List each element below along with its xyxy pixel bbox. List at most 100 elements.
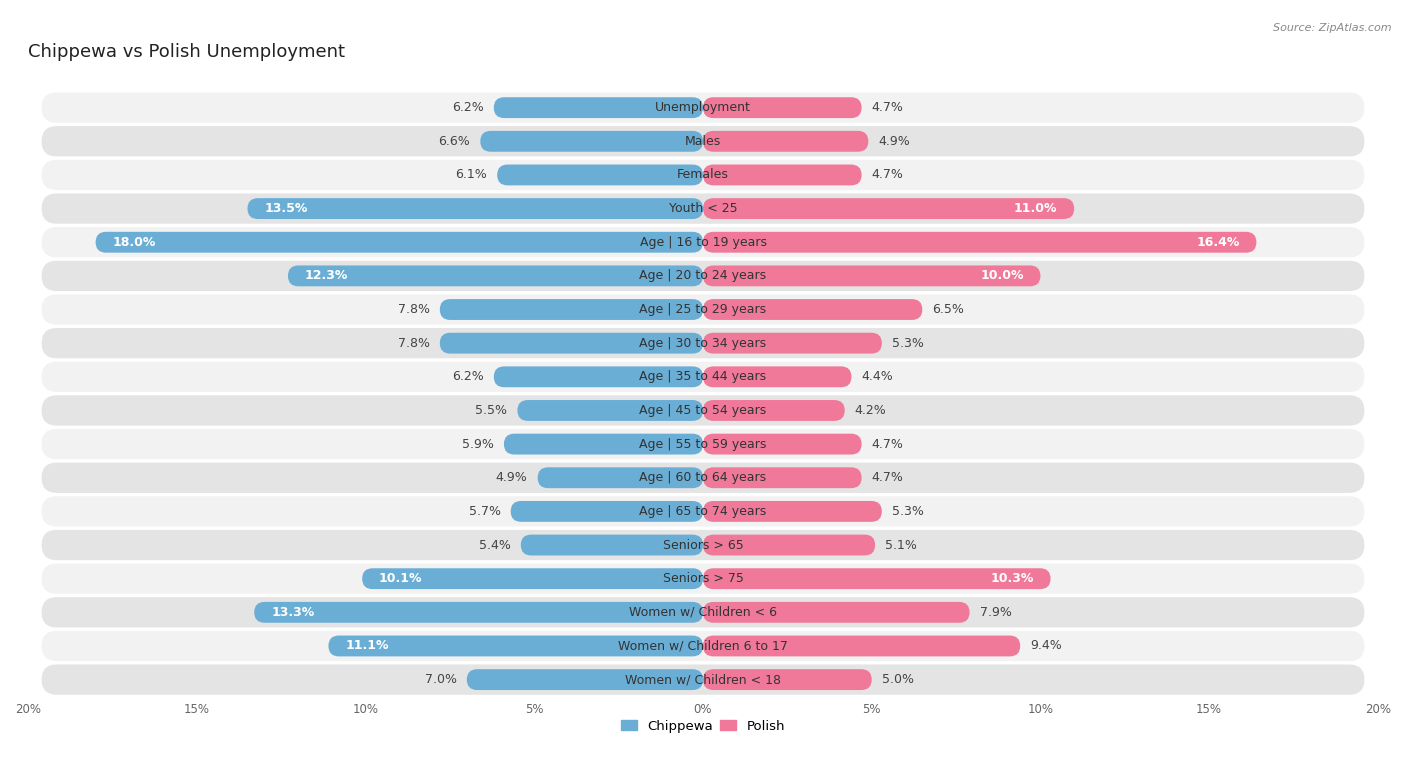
- FancyBboxPatch shape: [703, 434, 862, 454]
- FancyBboxPatch shape: [42, 260, 1364, 291]
- FancyBboxPatch shape: [247, 198, 703, 219]
- Text: Source: ZipAtlas.com: Source: ZipAtlas.com: [1274, 23, 1392, 33]
- FancyBboxPatch shape: [42, 497, 1364, 527]
- FancyBboxPatch shape: [440, 299, 703, 320]
- Text: 6.5%: 6.5%: [932, 303, 965, 316]
- FancyBboxPatch shape: [498, 164, 703, 185]
- FancyBboxPatch shape: [440, 333, 703, 354]
- Text: 7.8%: 7.8%: [398, 337, 430, 350]
- Text: 4.7%: 4.7%: [872, 472, 904, 484]
- Text: 6.1%: 6.1%: [456, 169, 486, 182]
- Legend: Chippewa, Polish: Chippewa, Polish: [616, 715, 790, 738]
- Text: Women w/ Children < 18: Women w/ Children < 18: [626, 673, 780, 686]
- Text: 16.4%: 16.4%: [1197, 235, 1240, 249]
- FancyBboxPatch shape: [363, 569, 703, 589]
- FancyBboxPatch shape: [517, 400, 703, 421]
- FancyBboxPatch shape: [703, 534, 875, 556]
- Text: 6.2%: 6.2%: [451, 370, 484, 383]
- Text: 12.3%: 12.3%: [305, 269, 349, 282]
- Text: 4.9%: 4.9%: [879, 135, 910, 148]
- Text: Seniors > 75: Seniors > 75: [662, 572, 744, 585]
- Text: Seniors > 65: Seniors > 65: [662, 538, 744, 552]
- Text: Age | 65 to 74 years: Age | 65 to 74 years: [640, 505, 766, 518]
- Text: 5.0%: 5.0%: [882, 673, 914, 686]
- Text: 18.0%: 18.0%: [112, 235, 156, 249]
- Text: 4.7%: 4.7%: [872, 169, 904, 182]
- Text: Unemployment: Unemployment: [655, 101, 751, 114]
- FancyBboxPatch shape: [42, 563, 1364, 593]
- FancyBboxPatch shape: [96, 232, 703, 253]
- Text: Age | 60 to 64 years: Age | 60 to 64 years: [640, 472, 766, 484]
- FancyBboxPatch shape: [703, 467, 862, 488]
- FancyBboxPatch shape: [703, 164, 862, 185]
- Text: 5.9%: 5.9%: [463, 438, 494, 450]
- Text: 11.1%: 11.1%: [346, 640, 389, 653]
- FancyBboxPatch shape: [537, 467, 703, 488]
- FancyBboxPatch shape: [467, 669, 703, 690]
- FancyBboxPatch shape: [703, 569, 1050, 589]
- FancyBboxPatch shape: [42, 160, 1364, 190]
- FancyBboxPatch shape: [42, 227, 1364, 257]
- FancyBboxPatch shape: [520, 534, 703, 556]
- Text: 6.2%: 6.2%: [451, 101, 484, 114]
- Text: 11.0%: 11.0%: [1014, 202, 1057, 215]
- Text: Age | 25 to 29 years: Age | 25 to 29 years: [640, 303, 766, 316]
- Text: Age | 45 to 54 years: Age | 45 to 54 years: [640, 404, 766, 417]
- Text: Age | 30 to 34 years: Age | 30 to 34 years: [640, 337, 766, 350]
- Text: 5.3%: 5.3%: [891, 337, 924, 350]
- FancyBboxPatch shape: [42, 395, 1364, 425]
- Text: 5.3%: 5.3%: [891, 505, 924, 518]
- Text: 4.7%: 4.7%: [872, 101, 904, 114]
- FancyBboxPatch shape: [42, 597, 1364, 628]
- Text: 5.5%: 5.5%: [475, 404, 508, 417]
- Text: 5.1%: 5.1%: [886, 538, 917, 552]
- Text: 10.0%: 10.0%: [980, 269, 1024, 282]
- FancyBboxPatch shape: [703, 299, 922, 320]
- Text: 7.0%: 7.0%: [425, 673, 457, 686]
- FancyBboxPatch shape: [494, 97, 703, 118]
- Text: 4.4%: 4.4%: [862, 370, 893, 383]
- Text: 7.8%: 7.8%: [398, 303, 430, 316]
- FancyBboxPatch shape: [329, 636, 703, 656]
- Text: 4.7%: 4.7%: [872, 438, 904, 450]
- FancyBboxPatch shape: [703, 97, 862, 118]
- FancyBboxPatch shape: [481, 131, 703, 151]
- Text: Women w/ Children 6 to 17: Women w/ Children 6 to 17: [619, 640, 787, 653]
- FancyBboxPatch shape: [254, 602, 703, 623]
- FancyBboxPatch shape: [703, 131, 869, 151]
- Text: Females: Females: [678, 169, 728, 182]
- FancyBboxPatch shape: [42, 665, 1364, 695]
- FancyBboxPatch shape: [703, 669, 872, 690]
- FancyBboxPatch shape: [510, 501, 703, 522]
- FancyBboxPatch shape: [42, 194, 1364, 224]
- Text: Age | 35 to 44 years: Age | 35 to 44 years: [640, 370, 766, 383]
- Text: 4.2%: 4.2%: [855, 404, 887, 417]
- FancyBboxPatch shape: [703, 333, 882, 354]
- Text: 10.3%: 10.3%: [990, 572, 1033, 585]
- Text: Age | 20 to 24 years: Age | 20 to 24 years: [640, 269, 766, 282]
- Text: 9.4%: 9.4%: [1031, 640, 1062, 653]
- Text: Women w/ Children < 6: Women w/ Children < 6: [628, 606, 778, 618]
- FancyBboxPatch shape: [42, 328, 1364, 358]
- Text: 13.5%: 13.5%: [264, 202, 308, 215]
- FancyBboxPatch shape: [42, 92, 1364, 123]
- Text: 7.9%: 7.9%: [980, 606, 1011, 618]
- FancyBboxPatch shape: [42, 631, 1364, 661]
- Text: 6.6%: 6.6%: [439, 135, 470, 148]
- FancyBboxPatch shape: [503, 434, 703, 454]
- FancyBboxPatch shape: [703, 636, 1021, 656]
- FancyBboxPatch shape: [703, 232, 1257, 253]
- Text: 10.1%: 10.1%: [380, 572, 423, 585]
- Text: 5.4%: 5.4%: [479, 538, 510, 552]
- FancyBboxPatch shape: [42, 126, 1364, 157]
- Text: Males: Males: [685, 135, 721, 148]
- FancyBboxPatch shape: [288, 266, 703, 286]
- FancyBboxPatch shape: [42, 429, 1364, 459]
- Text: 5.7%: 5.7%: [468, 505, 501, 518]
- FancyBboxPatch shape: [703, 198, 1074, 219]
- Text: 4.9%: 4.9%: [496, 472, 527, 484]
- Text: 13.3%: 13.3%: [271, 606, 315, 618]
- FancyBboxPatch shape: [42, 362, 1364, 392]
- Text: Age | 16 to 19 years: Age | 16 to 19 years: [640, 235, 766, 249]
- FancyBboxPatch shape: [494, 366, 703, 388]
